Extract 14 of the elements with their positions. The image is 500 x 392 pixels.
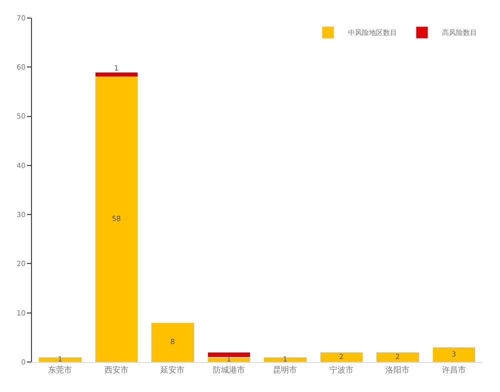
x-tick-label: 宁波市: [329, 366, 354, 375]
bar: [376, 352, 420, 362]
x-tick-label: 防城港市: [212, 366, 245, 375]
x-tick-label: 东莞市: [48, 366, 72, 375]
bar: [320, 352, 363, 362]
bar: [151, 322, 194, 362]
bar: [264, 356, 307, 362]
bar: [38, 356, 82, 362]
x-tick-label: 延安市: [160, 366, 185, 375]
x-tick-label: 洛阳市: [386, 366, 410, 375]
x-tick-label: 西安市: [104, 366, 128, 375]
x-tick-label: 许昌市: [442, 366, 466, 375]
x-tick-label: 昆明市: [273, 366, 298, 375]
bar: [432, 347, 476, 362]
